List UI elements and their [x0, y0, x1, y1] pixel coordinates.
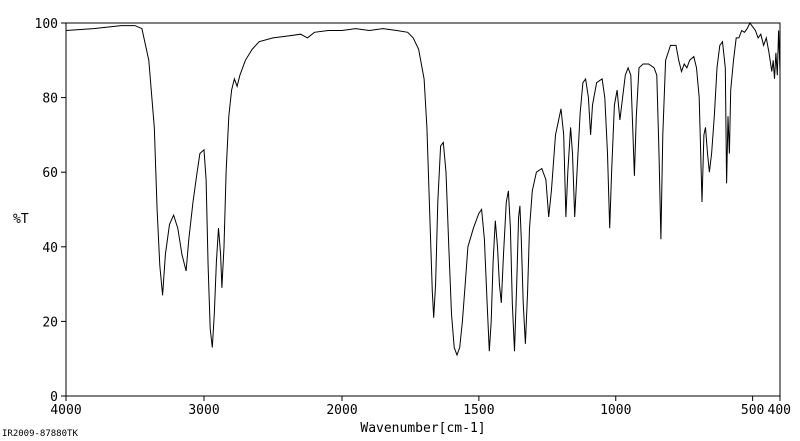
x-axis-label: Wavenumber[cm-1]: [360, 421, 485, 436]
x-tick-label: 400: [768, 403, 791, 418]
y-axis-label: %T: [13, 212, 29, 227]
x-axis-ticks: 4000 3000 2000 1500 1000 500 400: [50, 396, 791, 418]
x-tick-label: 1000: [600, 403, 631, 418]
y-tick-label: 80: [42, 92, 58, 107]
x-tick-label: 3000: [188, 403, 219, 418]
spectrum-id-label: IR2009-87880TK: [2, 429, 78, 439]
y-tick-label: 0: [50, 390, 58, 405]
y-tick-label: 40: [42, 241, 58, 256]
x-tick-label: 1500: [463, 403, 494, 418]
y-tick-label: 20: [42, 315, 58, 330]
x-tick-label: 2000: [326, 403, 357, 418]
transmittance-series-line: [65, 22, 781, 357]
x-tick-label: 500: [741, 403, 764, 418]
x-tick-label: 4000: [50, 403, 81, 418]
y-tick-label: 100: [35, 17, 58, 32]
y-tick-label: 60: [42, 166, 58, 181]
plot-frame: [65, 22, 781, 397]
y-axis-ticks: 0 20 40 60 80 100: [35, 17, 66, 405]
